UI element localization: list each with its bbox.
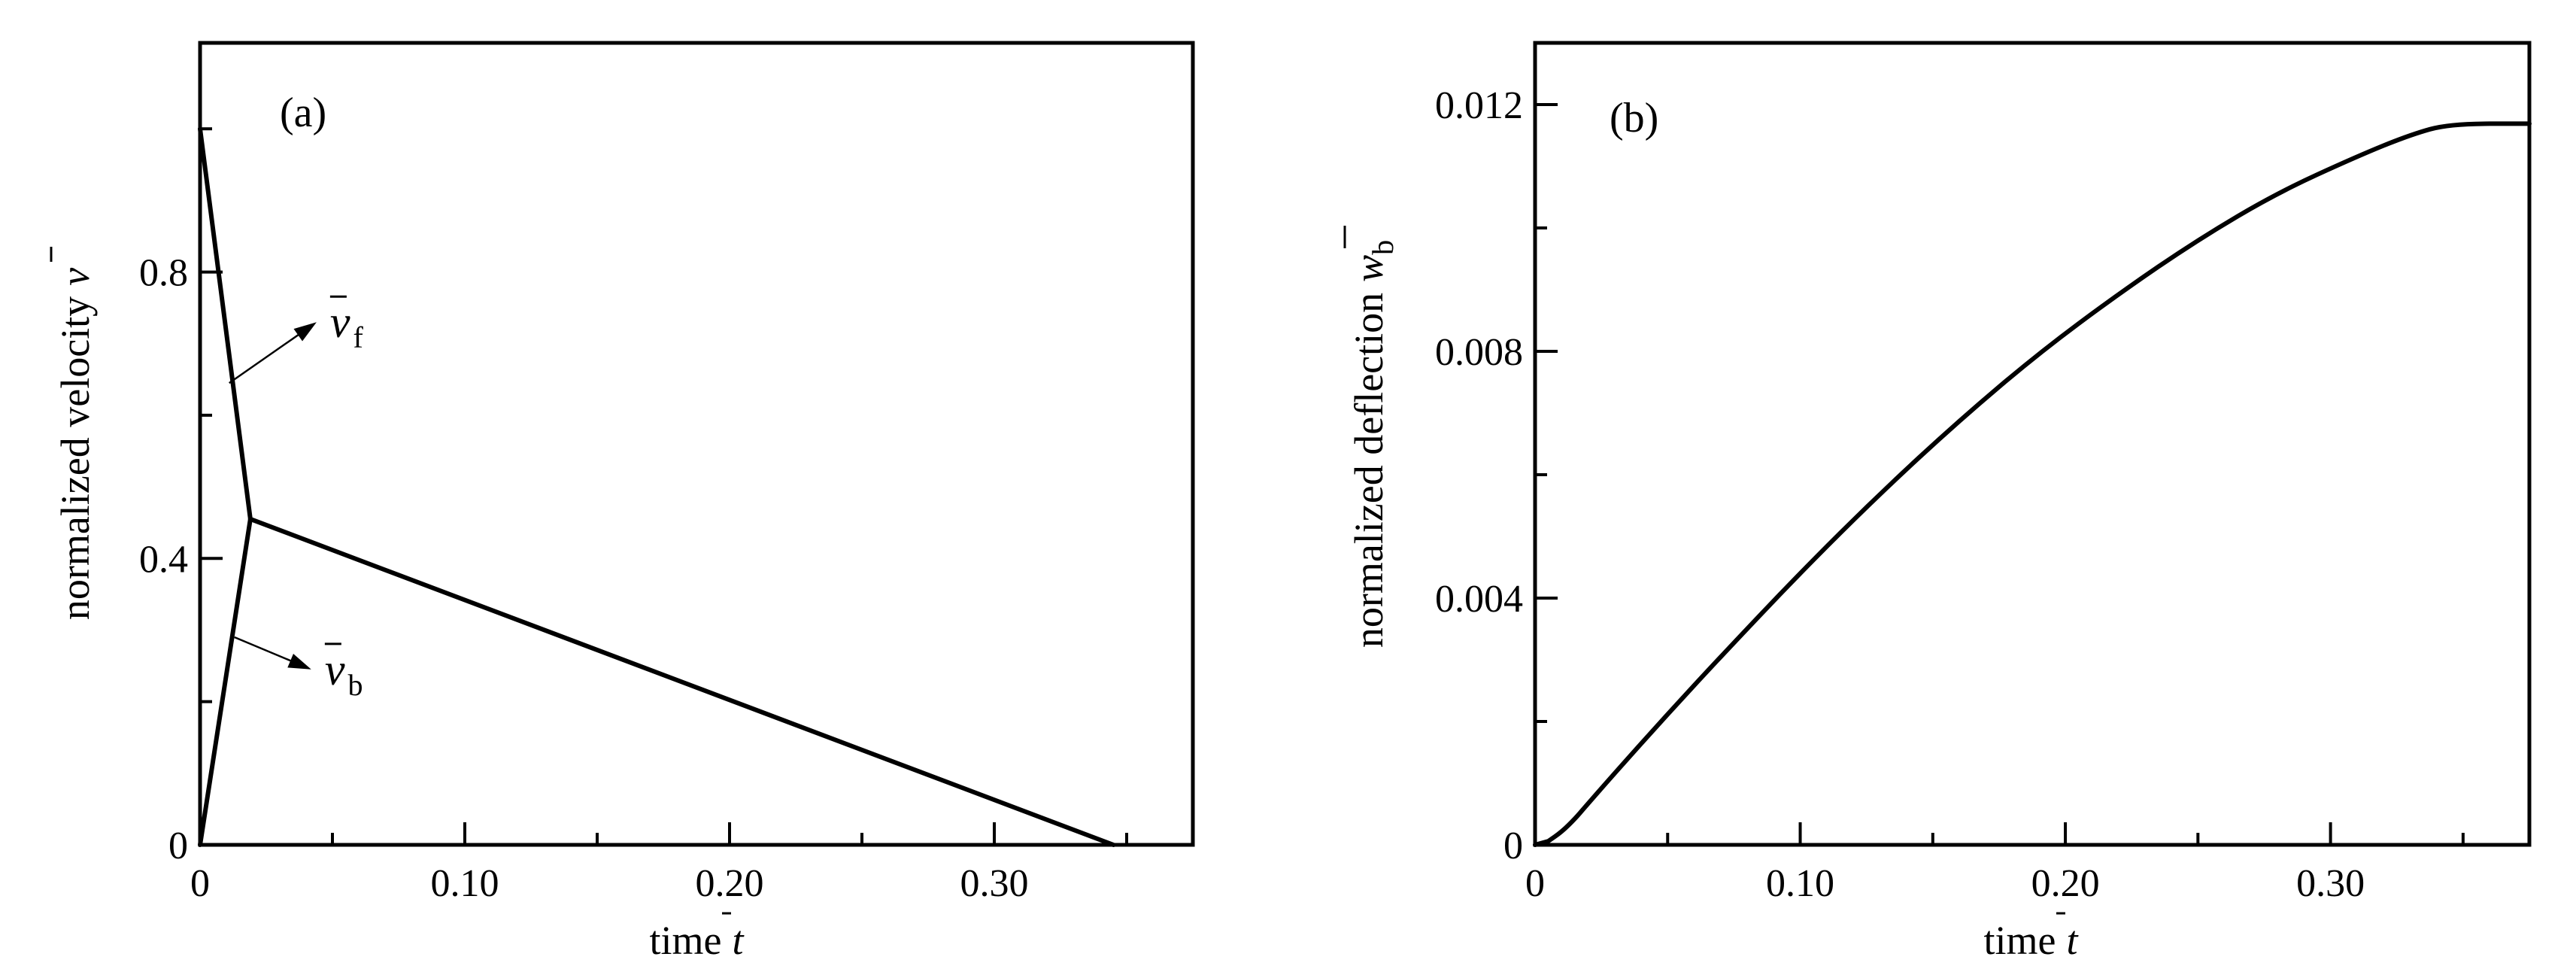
- annotation-arrow-head: [293, 322, 317, 342]
- y-tick-label: 0.008: [1435, 331, 1523, 374]
- y-axis-label-a: normalized velocity v: [50, 247, 98, 620]
- y-axis-symbol-b: w: [1346, 255, 1391, 282]
- x-tick-label: 0.20: [696, 862, 764, 905]
- x-axis-label-a: time t: [650, 912, 745, 963]
- series-line-a-1: [198, 516, 253, 847]
- x-tick-label: 0: [190, 862, 210, 905]
- plot-frame-b: [1533, 41, 2532, 847]
- y-axis-label-text-b: normalized deflection: [1346, 293, 1391, 648]
- y-axis-subscript-b: b: [1366, 240, 1400, 255]
- x-tick-label: 0.30: [2296, 862, 2365, 905]
- series-group-b: [1533, 121, 2532, 847]
- plot-frame-a: [198, 41, 1195, 847]
- panel-label-b: (b): [1610, 95, 1658, 141]
- y-ticks-b: 0 0.004 0.008 0.012: [1435, 84, 1558, 867]
- x-axis-label-b: time t: [1984, 912, 2080, 963]
- series-group-a: [198, 126, 1116, 847]
- svg-text:normalized deflectionwb: normalized deflection wb: [1346, 240, 1400, 648]
- panel-label-a: (a): [280, 90, 326, 136]
- y-tick-label: 0.004: [1435, 578, 1523, 621]
- chart-panel-b: 0 0.10 0.20 0.30 0 0.004 0.008 0.012 (b) time t…: [1343, 41, 2532, 963]
- x-tick-label: 0.10: [1766, 862, 1834, 905]
- y-axis-symbol-a: v: [53, 268, 98, 286]
- y-axis-label-text-a: normalized velocity: [53, 296, 98, 620]
- x-axis-symbol-a: t: [732, 918, 745, 963]
- y-axis-label-b: normalized deflection wb: [1343, 226, 1400, 648]
- annotation-arrow-head: [287, 654, 311, 670]
- y-ticks-a: 0 0.4 0.8: [139, 127, 223, 867]
- annotations-a: v f v b: [229, 295, 364, 702]
- x-ticks-a: 0 0.10 0.20 0.30: [190, 822, 1128, 905]
- chart-panel-a: 0 0.10 0.20 0.30 0 0.4 0.8 v f v b (a) time t nor…: [50, 41, 1195, 963]
- x-axis-label-text-b: time: [1984, 918, 2056, 963]
- x-ticks-b: 0 0.10 0.20 0.30: [1525, 822, 2465, 905]
- series-line-a-2: [247, 516, 1116, 847]
- y-tick-label: 0.8: [139, 252, 188, 295]
- y-tick-label: 0: [168, 825, 188, 867]
- y-tick-label: 0: [1503, 825, 1523, 867]
- series-line-b-0: [1533, 121, 2532, 847]
- x-axis-label-text-a: time: [650, 918, 722, 963]
- x-axis-symbol-b: t: [2066, 918, 2079, 963]
- x-tick-label: 0: [1525, 862, 1545, 905]
- x-tick-label: 0.30: [960, 862, 1029, 905]
- y-tick-label: 0.012: [1435, 84, 1523, 127]
- y-tick-label: 0.4: [139, 538, 188, 581]
- annotation-arrow-line: [234, 636, 296, 664]
- x-tick-label: 0.10: [431, 862, 499, 905]
- svg-text:normalized velocityv: normalized velocity v: [53, 268, 98, 620]
- x-tick-label: 0.20: [2031, 862, 2100, 905]
- series-line-a-0: [198, 126, 253, 521]
- annotation-arrow-line: [229, 331, 302, 384]
